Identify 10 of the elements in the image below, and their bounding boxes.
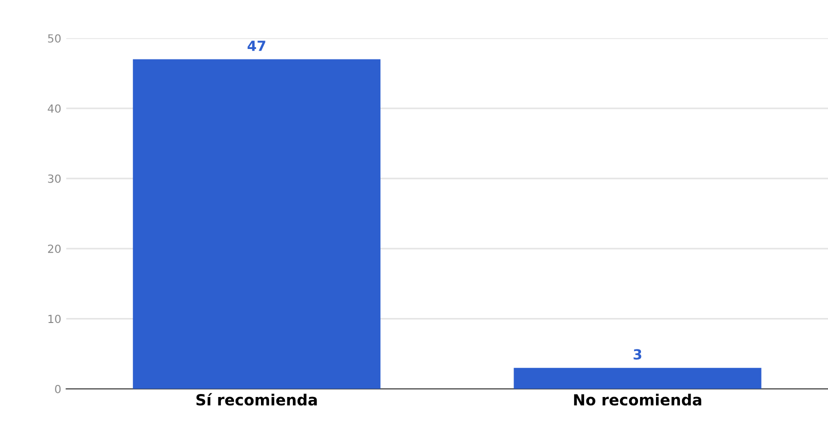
y-tick-label: 10 <box>48 314 61 324</box>
y-tick-label: 40 <box>48 104 61 113</box>
y-tick-label: 20 <box>48 244 61 254</box>
y-tick-label: 30 <box>48 174 61 183</box>
x-tick-label: No recomienda <box>574 394 702 406</box>
x-tick-label: Sí recomienda <box>196 393 317 406</box>
y-tick-label: 50 <box>48 34 61 43</box>
y-tick-label: 0 <box>55 384 61 394</box>
data-label: 3 <box>634 349 642 360</box>
data-label: 47 <box>248 40 266 51</box>
